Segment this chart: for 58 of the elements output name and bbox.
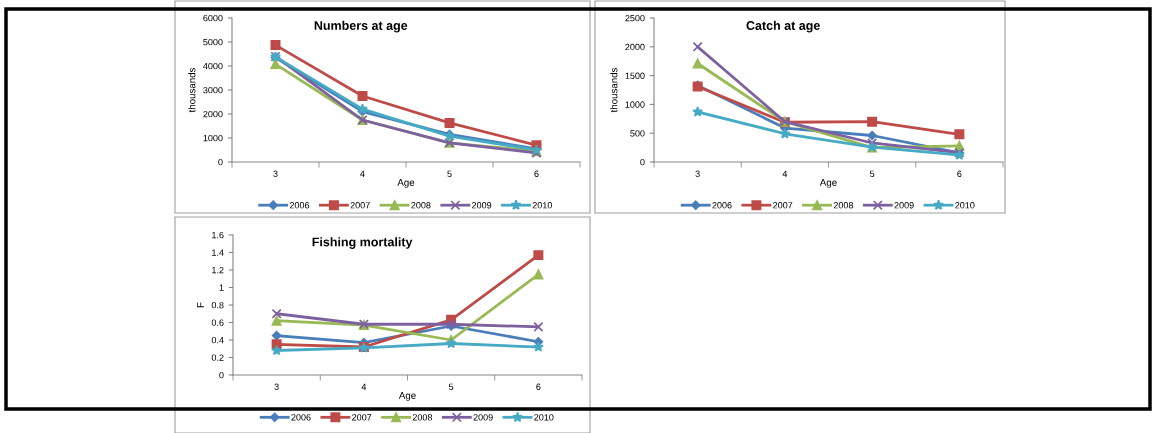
- y-axis-title: thousands: [188, 67, 196, 113]
- chart-title: Catch at age: [746, 20, 820, 33]
- y-tick-label: 0: [219, 371, 224, 379]
- y-tick-label: 0.2: [211, 354, 224, 361]
- y-tick-label: 1.4: [212, 249, 224, 256]
- y-tick-label: 0.4: [211, 336, 224, 344]
- y-tick-label: 0.8: [211, 301, 224, 309]
- x-tick-label: 5: [448, 383, 454, 390]
- x-tick-label: 4: [361, 383, 367, 390]
- y-tick-label: 2000: [203, 110, 223, 118]
- legend-label: 2010: [955, 202, 975, 209]
- legend-label: 2006: [289, 202, 310, 209]
- x-tick-label: 4: [782, 170, 788, 177]
- y-tick-label: 6000: [203, 14, 223, 22]
- y-tick-label: 2000: [625, 43, 645, 51]
- legend-label: 2009: [894, 202, 914, 209]
- x-tick-label: 6: [536, 383, 541, 390]
- y-axis-title: thousands: [610, 67, 618, 113]
- y-tick-label: 5000: [203, 38, 223, 46]
- legend-label: 2007: [773, 202, 793, 209]
- legend-label: 2008: [412, 414, 433, 421]
- y-tick-label: 4000: [203, 62, 223, 70]
- y-tick-label: 1000: [625, 101, 645, 108]
- x-axis-title: Age: [819, 179, 837, 188]
- x-tick-label: 3: [273, 170, 278, 177]
- y-tick-label: 1000: [203, 134, 223, 142]
- y-tick-label: 2500: [625, 14, 645, 22]
- x-axis-title: Age: [398, 392, 416, 401]
- y-axis-title: F: [197, 302, 204, 308]
- chart-title: Fishing mortality: [312, 237, 413, 249]
- x-tick-label: 3: [695, 170, 700, 177]
- x-tick-label: 5: [447, 170, 452, 177]
- legend-label: 2008: [411, 202, 431, 209]
- y-tick-label: 0: [218, 158, 223, 166]
- legend-label: 2008: [833, 202, 854, 209]
- x-tick-label: 6: [957, 170, 962, 177]
- y-tick-label: 500: [630, 130, 645, 137]
- x-tick-label: 3: [274, 383, 279, 390]
- y-tick-label: 0: [640, 158, 645, 166]
- y-tick-label: 1: [219, 284, 224, 291]
- x-axis-title: Age: [397, 179, 415, 188]
- x-tick-label: 5: [869, 170, 875, 177]
- legend-label: 2010: [534, 414, 554, 421]
- legend-label: 2006: [291, 414, 311, 421]
- legend-label: 2010: [532, 202, 552, 209]
- y-tick-label: 1.2: [212, 266, 224, 274]
- y-tick-label: 1.6: [212, 231, 224, 239]
- legend-label: 2007: [350, 202, 370, 209]
- y-tick-label: 0.6: [211, 319, 224, 326]
- legend-label: 2006: [712, 202, 732, 209]
- legend-label: 2009: [473, 414, 493, 421]
- y-tick-label: 1500: [625, 72, 645, 79]
- x-tick-label: 4: [360, 170, 365, 177]
- legend-label: 2007: [352, 414, 372, 421]
- legend-label: 2009: [472, 202, 492, 209]
- y-tick-label: 3000: [203, 86, 223, 94]
- chart-title: Numbers at age: [314, 20, 408, 33]
- x-tick-label: 6: [534, 170, 539, 177]
